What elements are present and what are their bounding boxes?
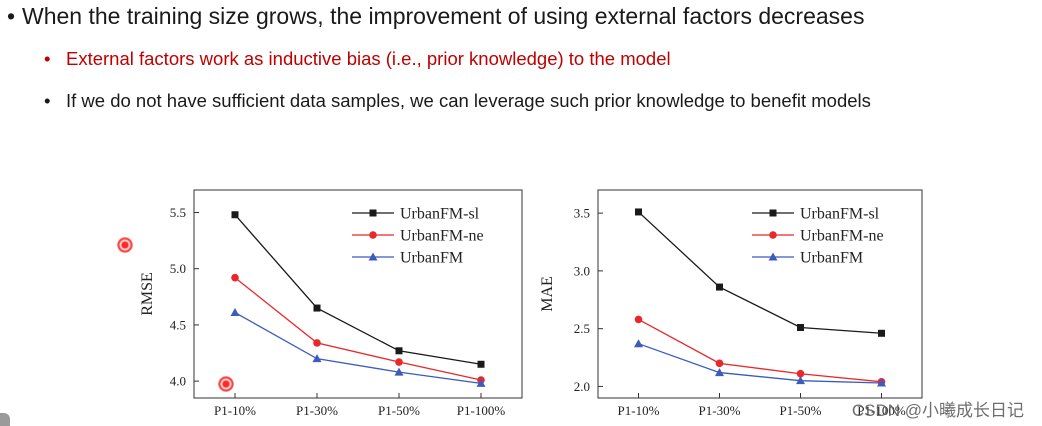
data-point (312, 354, 322, 363)
y-tick-label: 4.0 (170, 374, 186, 389)
series-line (638, 343, 882, 384)
legend-label: UrbanFM-sl (400, 206, 480, 223)
sub-bullet-inductive-bias: • External factors work as inductive bias… (44, 48, 671, 70)
legend-marker (369, 231, 377, 239)
bullet-dot: • (6, 3, 16, 29)
data-point (394, 367, 404, 376)
y-axis-label: MAE (539, 276, 556, 312)
data-point (476, 378, 486, 387)
data-point (313, 304, 321, 312)
data-point (231, 273, 239, 282)
main-bullet-text: When the training size grows, the improv… (22, 3, 865, 29)
x-tick-label: P1-10% (618, 403, 660, 418)
plot-frame (193, 189, 523, 399)
y-tick-label: 3.0 (574, 263, 590, 278)
bullet-dot: • (44, 48, 51, 69)
data-point (230, 308, 240, 317)
data-point (635, 208, 642, 216)
data-point (231, 211, 239, 219)
data-point (796, 376, 805, 385)
sub-bullet-prior-knowledge: • If we do not have sufficient data sampl… (44, 90, 871, 112)
x-tick-label: P1-100% (857, 403, 906, 418)
bullet-dot: • (44, 90, 51, 111)
x-tick-label: P1-10% (214, 403, 256, 418)
legend-marker (768, 252, 778, 261)
legend-label: UrbanFM-ne (400, 228, 484, 245)
data-point (313, 339, 321, 347)
sub-bullet-text: External factors work as inductive bias … (66, 48, 671, 69)
data-point (395, 347, 403, 355)
corner-tab (0, 413, 10, 426)
x-tick-label: P1-30% (296, 403, 338, 418)
data-point (877, 378, 886, 387)
data-point (716, 283, 723, 291)
y-tick-label: 3.5 (574, 206, 590, 221)
main-bullet: • When the training size grows, the impro… (0, 3, 865, 30)
sub-bullet-text: If we do not have sufficient data sample… (66, 90, 871, 111)
legend-label: UrbanFM (800, 250, 863, 267)
series-line (638, 211, 882, 334)
data-point (634, 339, 643, 348)
pointer-highlight-icon (218, 376, 234, 392)
legend-label: UrbanFM-sl (800, 206, 880, 223)
data-point (477, 360, 485, 368)
legend-marker (769, 231, 777, 239)
y-axis-label: RMSE (139, 272, 156, 316)
x-tick-label: P1-50% (378, 403, 420, 418)
y-tick-label: 2.0 (574, 379, 590, 394)
x-tick-label: P1-100% (457, 403, 506, 418)
data-point (878, 329, 885, 337)
x-tick-label: P1-50% (780, 403, 822, 418)
y-tick-label: 2.5 (574, 321, 590, 336)
y-tick-label: 5.0 (170, 261, 186, 276)
series-line (638, 318, 882, 383)
legend-label: UrbanFM-ne (800, 228, 884, 245)
legend-label: UrbanFM (400, 250, 463, 267)
x-tick-label: P1-30% (699, 403, 741, 418)
y-tick-label: 4.5 (170, 317, 186, 332)
plot-frame (597, 189, 923, 399)
data-point (395, 358, 403, 366)
legend-marker (368, 252, 378, 261)
legend-marker (769, 209, 777, 217)
series-line (234, 311, 482, 385)
data-point (797, 324, 804, 332)
data-point (715, 359, 724, 368)
series-line (234, 277, 482, 381)
watermark: CSDN @小曦成长日记 (851, 401, 1024, 420)
y-tick-label: 5.5 (170, 205, 186, 220)
data-point (634, 315, 643, 324)
data-point (796, 369, 805, 378)
data-point (715, 368, 724, 377)
legend-marker (369, 209, 377, 217)
pointer-highlight-icon (117, 237, 133, 253)
series-line (234, 214, 482, 365)
